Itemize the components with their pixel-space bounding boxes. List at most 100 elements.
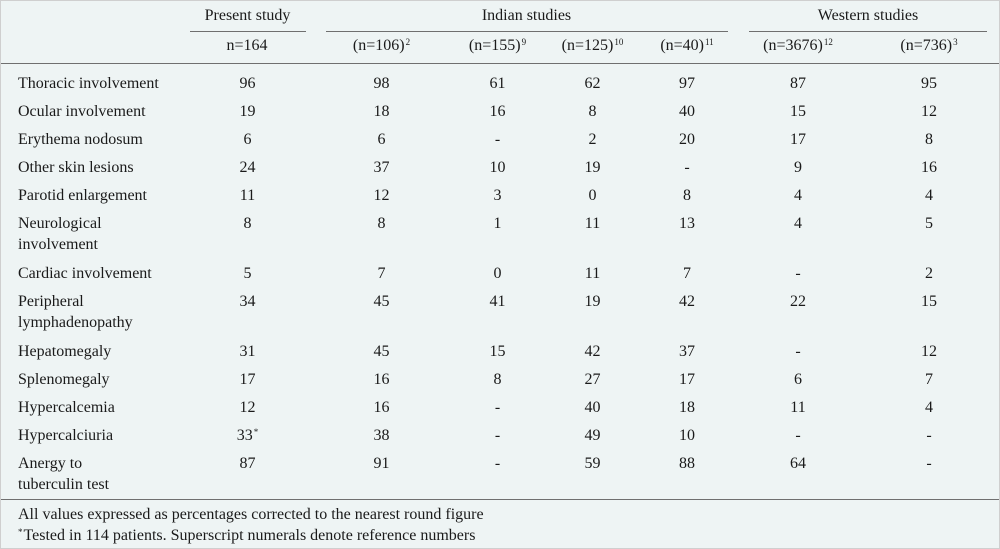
value-cell: 64 [737, 449, 859, 500]
reference-superscript: 3 [953, 37, 958, 47]
value-cell: 4 [737, 209, 859, 259]
value-text: 37 [373, 159, 390, 176]
value-text: 15 [921, 293, 937, 310]
value-cell: 16 [447, 97, 548, 125]
value-cell: 15 [737, 97, 859, 125]
value-text: 6 [243, 131, 252, 148]
value-text: 4 [925, 399, 933, 416]
table-row: Neurological involvement 8 8 1 11 13 4 5 [1, 209, 999, 259]
sample-size-header-row: n=164 (n=106)2 (n=155)9 (n=125)10 (n=40)… [1, 32, 999, 64]
value-cell: 2 [548, 125, 637, 153]
value-cell: 6 [179, 125, 316, 153]
value-text: 16 [921, 159, 937, 176]
row-label: Hepatomegaly [18, 343, 112, 360]
value-text: - [494, 427, 501, 444]
value-cell: 8 [316, 209, 447, 259]
value-text: 62 [584, 75, 601, 92]
value-text: 18 [679, 399, 695, 416]
value-text: 20 [679, 131, 695, 148]
value-cell: 17 [737, 125, 859, 153]
value-text: 8 [243, 215, 252, 232]
value-cell: 12 [859, 337, 999, 365]
value-cell: 37 [637, 337, 737, 365]
value-cell: 19 [548, 153, 637, 181]
table-row: Peripheral lymphadenopathy 34 45 41 19 42 22 15 [1, 287, 999, 337]
value-cell: 61 [447, 69, 548, 97]
footnote-percentages: All values expressed as percentages corr… [18, 506, 484, 523]
value-text: 59 [584, 455, 601, 472]
value-text: 11 [239, 187, 256, 204]
value-cell: 12 [316, 181, 447, 209]
row-label-text: Peripheral lymphadenopathy [18, 293, 133, 331]
table-row: Cardiac involvement 5 7 0 11 7 - 2 [1, 259, 999, 287]
value-cell: 11 [737, 393, 859, 421]
value-cell: 12 [859, 97, 999, 125]
value-text: 40 [584, 399, 601, 416]
value-text: 9 [794, 159, 802, 176]
group-header-indian-label: Indian studies [325, 1, 728, 32]
value-text: 4 [925, 187, 933, 204]
value-cell: 62 [548, 69, 637, 97]
group-header-indian: Indian studies [316, 1, 737, 32]
value-cell: 7 [859, 365, 999, 393]
value-cell: 40 [548, 393, 637, 421]
value-cell: 17 [179, 365, 316, 393]
value-cell: 11 [548, 209, 637, 259]
row-label: Cardiac involvement [18, 265, 152, 282]
value-cell: 16 [859, 153, 999, 181]
value-text: 12 [373, 187, 390, 204]
sample-size-label: (n=3676) [763, 37, 823, 54]
value-text: 2 [588, 131, 597, 148]
value-cell: 40 [637, 97, 737, 125]
table-row: Splenomegaly 17 16 8 27 17 6 7 [1, 365, 999, 393]
value-cell: 42 [548, 337, 637, 365]
value-text: 13 [679, 215, 695, 232]
table-row: Ocular involvement 19 18 16 8 40 15 12 [1, 97, 999, 125]
sample-size-label: n=164 [226, 37, 268, 54]
value-cell: 3 [447, 181, 548, 209]
value-text: 18 [373, 103, 390, 120]
value-cell: 33* [179, 421, 316, 449]
value-text: 10 [489, 159, 506, 176]
value-text: 12 [239, 399, 256, 416]
value-text: - [926, 455, 932, 472]
value-text: 31 [239, 343, 256, 360]
value-text: 91 [373, 455, 390, 472]
sample-size-label: (n=106) [352, 37, 405, 54]
value-text: 8 [683, 187, 691, 204]
value-text: 64 [790, 455, 806, 472]
value-cell: 4 [859, 393, 999, 421]
table-row: Other skin lesions 24 37 10 19 - 9 16 [1, 153, 999, 181]
value-cell: 41 [447, 287, 548, 337]
value-text: - [795, 343, 801, 360]
value-text: 45 [373, 343, 390, 360]
group-header-row: Present study Indian studies Western stu… [1, 1, 999, 32]
row-label: Splenomegaly [18, 371, 110, 388]
value-cell: 38 [316, 421, 447, 449]
value-cell: 11 [548, 259, 637, 287]
value-cell: 5 [179, 259, 316, 287]
value-text: 17 [790, 131, 806, 148]
value-text: 87 [790, 75, 806, 92]
sample-size-label: (n=736) [900, 37, 953, 54]
row-label: Parotid enlargement [18, 187, 147, 204]
value-text: 61 [489, 75, 506, 92]
value-text: 37 [679, 343, 695, 360]
value-text: 15 [489, 343, 506, 360]
reference-superscript: 2 [405, 37, 411, 47]
value-cell: 18 [316, 97, 447, 125]
sample-size-cell: (n=3676)12 [737, 32, 859, 64]
value-text: 19 [239, 103, 256, 120]
value-text: 1 [493, 215, 502, 232]
footnote-mark: * [253, 427, 259, 437]
value-text: 12 [921, 343, 937, 360]
value-text: 95 [921, 75, 937, 92]
value-text: 88 [679, 455, 695, 472]
value-cell: 45 [316, 287, 447, 337]
value-cell: 4 [859, 181, 999, 209]
value-cell: 91 [316, 449, 447, 500]
value-cell: - [447, 125, 548, 153]
reference-superscript: 12 [823, 37, 833, 47]
value-text: 97 [679, 75, 695, 92]
